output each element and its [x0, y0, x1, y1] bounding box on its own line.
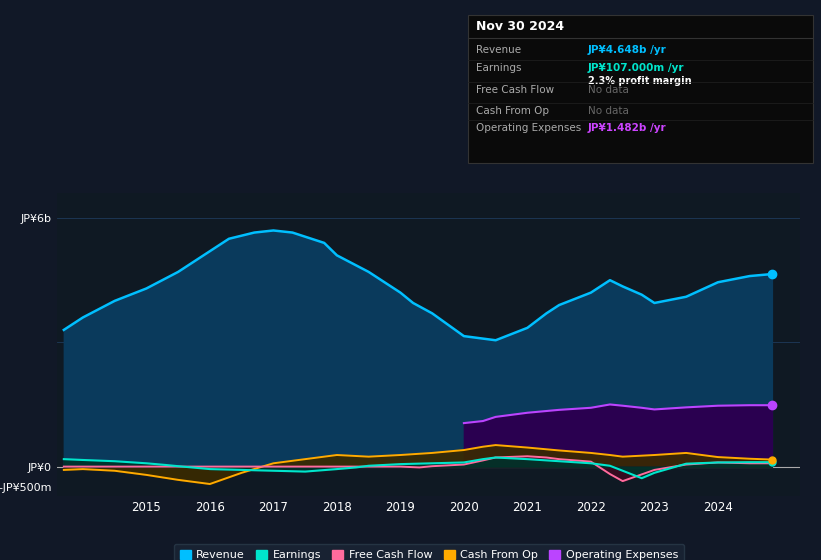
Text: Earnings: Earnings: [476, 63, 521, 73]
Text: Nov 30 2024: Nov 30 2024: [476, 21, 564, 34]
Legend: Revenue, Earnings, Free Cash Flow, Cash From Op, Operating Expenses: Revenue, Earnings, Free Cash Flow, Cash …: [174, 544, 684, 560]
Text: JP¥107.000m /yr: JP¥107.000m /yr: [588, 63, 685, 73]
Text: JP¥1.482b /yr: JP¥1.482b /yr: [588, 123, 667, 133]
Text: No data: No data: [588, 85, 629, 95]
Text: 2.3% profit margin: 2.3% profit margin: [588, 76, 691, 86]
Text: JP¥4.648b /yr: JP¥4.648b /yr: [588, 45, 667, 55]
Text: Revenue: Revenue: [476, 45, 521, 55]
Text: Free Cash Flow: Free Cash Flow: [476, 85, 554, 95]
Text: Cash From Op: Cash From Op: [476, 106, 549, 116]
Text: No data: No data: [588, 106, 629, 116]
Text: Operating Expenses: Operating Expenses: [476, 123, 581, 133]
